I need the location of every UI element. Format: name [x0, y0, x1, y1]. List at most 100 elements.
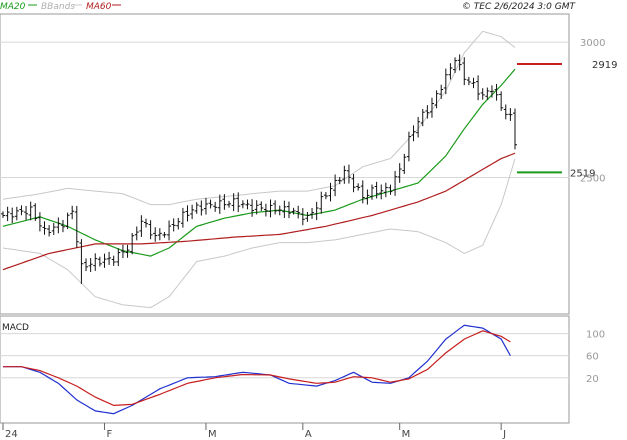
ma60-level-tag: 2919: [592, 60, 617, 71]
macd-line: [3, 324, 511, 415]
price-bar: [217, 194, 222, 214]
price-bar: [342, 165, 347, 184]
price-bar: [291, 207, 296, 215]
price-bar: [107, 251, 112, 265]
price-bar: [411, 125, 416, 142]
price-bar: [37, 212, 42, 232]
price-bar: [499, 91, 504, 111]
price-bar: [453, 57, 458, 73]
price-bar: [180, 207, 185, 228]
price-grid: [0, 41, 569, 179]
price-bar: [120, 244, 125, 259]
price-bar: [162, 231, 167, 238]
legend-ma60-label: MA60: [86, 2, 112, 12]
price-bar: [388, 184, 393, 195]
price-bar: [323, 192, 328, 200]
price-bar: [416, 116, 421, 138]
price-bar: [24, 205, 29, 220]
price-bar: [374, 181, 379, 199]
price-bar: [476, 75, 481, 101]
price-bar: [420, 108, 425, 127]
price-bar: [277, 205, 282, 216]
price-bar: [328, 182, 333, 202]
price-bar: [406, 131, 411, 162]
moving-averages: [2, 68, 516, 271]
price-bar: [236, 192, 241, 213]
price-bar: [203, 197, 208, 215]
price-bar: [185, 205, 190, 222]
price-bar: [333, 174, 338, 197]
price-bar: [125, 244, 130, 258]
price-bar: [282, 200, 287, 218]
price-bar: [240, 200, 245, 209]
price-bar: [457, 54, 462, 71]
price-bar: [268, 199, 273, 218]
legend-ma20-label: MA20: [0, 2, 26, 12]
macd-yticks: 100 60 20: [586, 330, 605, 385]
ma20-line: [2, 68, 516, 257]
price-bar: [503, 104, 508, 120]
price-bar: [310, 208, 315, 219]
price-bar: [33, 203, 38, 222]
x-tick-label: M: [208, 429, 217, 440]
price-bar: [116, 248, 121, 267]
copyright-label: © TEC 2/6/2024 3:0 GMT: [462, 2, 577, 12]
ma60-line: [2, 152, 516, 271]
price-bar: [97, 256, 102, 267]
price-bar: [148, 220, 153, 240]
ma20-level-tag: 2519: [570, 168, 595, 179]
price-bar: [286, 201, 291, 219]
price-bar: [102, 253, 107, 268]
price-bar: [360, 180, 365, 204]
price-bar: [28, 201, 33, 221]
price-bar: [199, 200, 204, 216]
price-bar: [471, 77, 476, 89]
price-bar: [370, 184, 375, 200]
price-bar: [365, 189, 370, 205]
price-bar: [250, 199, 255, 217]
legend-bbands-label: BBands: [41, 2, 75, 12]
price-bar: [485, 87, 490, 100]
price-bar: [167, 220, 172, 241]
price-bar: [263, 203, 268, 217]
price-bar: [213, 201, 218, 212]
price-bar: [70, 205, 75, 220]
price-bar: [74, 205, 79, 248]
price-bar: [231, 193, 236, 212]
macd-grid: [0, 333, 569, 379]
price-bar: [79, 239, 84, 284]
price-bar: [5, 206, 10, 222]
price-bar: [513, 108, 517, 150]
price-bar: [314, 201, 319, 221]
price-bar: [494, 83, 499, 101]
price-bar: [480, 88, 485, 100]
price-bar: [153, 227, 158, 242]
bb-lower-line: [2, 158, 516, 309]
price-bar: [134, 226, 139, 241]
price-bar: [305, 211, 310, 222]
x-axis: 24 F M A M J: [2, 423, 506, 440]
price-bar: [208, 199, 213, 209]
macd-title: MACD: [2, 323, 29, 333]
price-bar: [462, 57, 467, 86]
price-bar: [259, 201, 264, 211]
price-tags: 2919 2519: [517, 60, 617, 179]
price-bar: [429, 97, 434, 118]
price-bar: [157, 228, 162, 241]
price-bar: [434, 90, 439, 109]
signal-line: [3, 330, 511, 407]
price-panel-frame: [0, 13, 570, 315]
price-bar: [346, 164, 351, 184]
price-bar: [397, 163, 402, 183]
price-bar: [227, 200, 232, 208]
price-bar: [171, 218, 176, 232]
price-bar: [56, 217, 61, 234]
price-bar: [393, 170, 398, 196]
x-tick-label: F: [106, 429, 112, 440]
price-bar: [296, 205, 301, 219]
price-bar: [176, 217, 181, 230]
price-bar: [84, 258, 89, 272]
bbands: [2, 30, 516, 309]
macd-lines: [3, 324, 511, 415]
